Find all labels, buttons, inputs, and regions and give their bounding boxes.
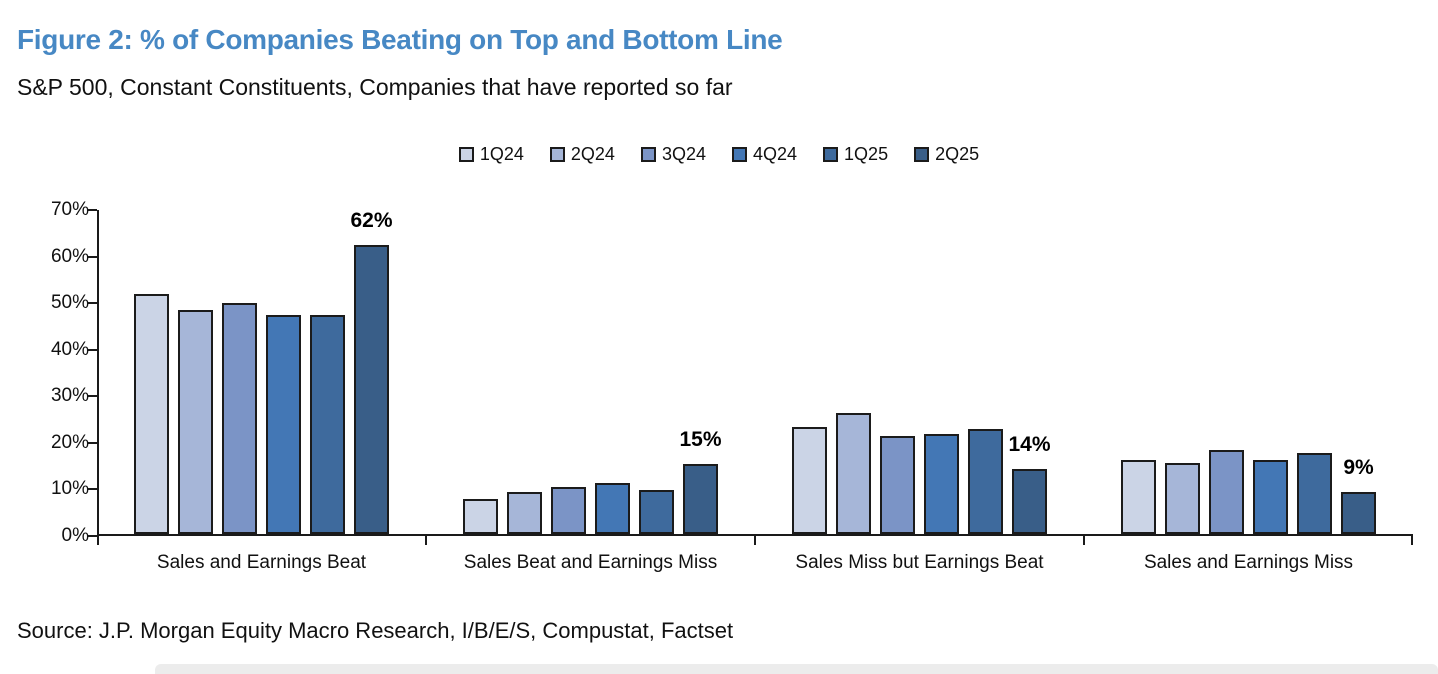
y-axis-tick <box>88 302 97 305</box>
bar-3q24-group4 <box>1209 450 1244 534</box>
legend-item-4q24: 4Q24 <box>732 144 797 165</box>
legend-label: 4Q24 <box>753 144 798 164</box>
legend-label: 2Q25 <box>935 144 980 164</box>
x-axis-tick <box>1411 536 1413 545</box>
legend-swatch-icon <box>549 147 565 162</box>
value-label: 15% <box>679 428 722 452</box>
bar-1q24-group4 <box>1121 459 1156 534</box>
x-axis-tick <box>1083 536 1085 545</box>
bar-chart-plot-area: 0% 10% 20% 30% 40% 50% 60% 70% 62% Sales and Earn… <box>51 199 1413 573</box>
category-label: Sales Beat and Earnings Miss <box>463 552 718 573</box>
y-axis-tick <box>88 255 97 258</box>
legend-item-2q25: 2Q25 <box>914 144 979 165</box>
y-axis <box>97 210 99 536</box>
chart-legend: 1Q24 2Q24 3Q24 4Q24 1Q25 2Q25 <box>0 144 1438 165</box>
source-note: Source: J.P. Morgan Equity Macro Researc… <box>17 618 734 643</box>
legend-item-3q24: 3Q24 <box>640 144 706 165</box>
y-axis-tick-label: 0% <box>61 525 89 546</box>
bar-2q25-group4 <box>1341 492 1376 534</box>
bar-4q24-group4 <box>1253 459 1288 534</box>
y-axis-tick <box>88 348 97 351</box>
bar-1q25-group2 <box>639 489 674 534</box>
bar-4q24-group3 <box>924 433 959 534</box>
y-axis-tick-label: 30% <box>50 385 89 407</box>
category-label: Sales and Earnings Beat <box>156 552 367 573</box>
category-label: Sales and Earnings Miss <box>1143 552 1354 573</box>
y-axis-tick-label: 20% <box>50 431 89 453</box>
bar-4q24-group1 <box>266 315 301 534</box>
legend-item-2q24: 2Q24 <box>549 144 615 165</box>
x-axis-tick <box>425 536 427 545</box>
y-axis-tick <box>88 395 97 398</box>
bottom-scrollbar-strip <box>155 664 1438 674</box>
legend-label: 2Q24 <box>570 144 615 164</box>
category-label: Sales Miss but Earnings Beat <box>795 552 1044 573</box>
y-axis-tick-label: 50% <box>50 292 89 314</box>
legend-swatch-icon <box>732 147 747 162</box>
bar-4q24-group2 <box>595 482 630 534</box>
figure-subtitle: S&P 500, Constant Constituents, Companie… <box>17 74 733 100</box>
y-axis-tick-label: 70% <box>50 199 89 220</box>
bar-2q24-group3 <box>836 412 871 534</box>
bar-1q24-group3 <box>792 426 827 534</box>
x-axis-tick <box>754 536 756 545</box>
figure-title: Figure 2: % of Companies Beating on Top … <box>17 24 783 55</box>
x-axis <box>97 534 1413 536</box>
bar-1q24-group2 <box>463 499 498 534</box>
y-axis-tick <box>88 488 97 491</box>
bar-1q24-group1 <box>134 294 169 534</box>
bar-2q25-group3 <box>1012 468 1047 534</box>
bar-2q24-group2 <box>507 492 542 534</box>
bar-2q25-group1 <box>354 245 389 534</box>
legend-label: 1Q25 <box>844 144 889 164</box>
y-axis-tick <box>88 441 97 444</box>
value-label: 9% <box>1343 456 1374 480</box>
value-label: 62% <box>350 209 393 233</box>
y-axis-tick-label: 10% <box>50 478 89 500</box>
bar-3q24-group2 <box>551 487 586 534</box>
legend-item-1q24: 1Q24 <box>458 144 524 165</box>
bar-2q24-group1 <box>178 310 213 534</box>
legend-swatch-icon <box>458 147 474 162</box>
bar-2q25-group2 <box>683 464 718 534</box>
bar-3q24-group3 <box>880 436 915 534</box>
legend-label: 1Q24 <box>479 144 524 164</box>
legend-item-1q25: 1Q25 <box>823 144 888 165</box>
y-axis-tick-label: 40% <box>50 338 89 360</box>
legend-swatch-icon <box>640 147 656 162</box>
x-axis-tick <box>97 536 99 545</box>
bar-2q24-group4 <box>1165 462 1200 534</box>
bar-3q24-group1 <box>222 303 257 534</box>
y-axis-tick <box>88 535 97 537</box>
legend-swatch-icon <box>914 147 930 162</box>
bar-1q25-group3 <box>968 429 1003 534</box>
y-axis-tick-label: 60% <box>50 245 89 267</box>
y-axis-tick <box>88 209 97 211</box>
bar-1q25-group4 <box>1297 452 1332 534</box>
legend-label: 3Q24 <box>661 144 706 164</box>
legend-swatch-icon <box>823 147 839 162</box>
value-label: 14% <box>1008 432 1051 456</box>
bar-1q25-group1 <box>310 315 345 534</box>
